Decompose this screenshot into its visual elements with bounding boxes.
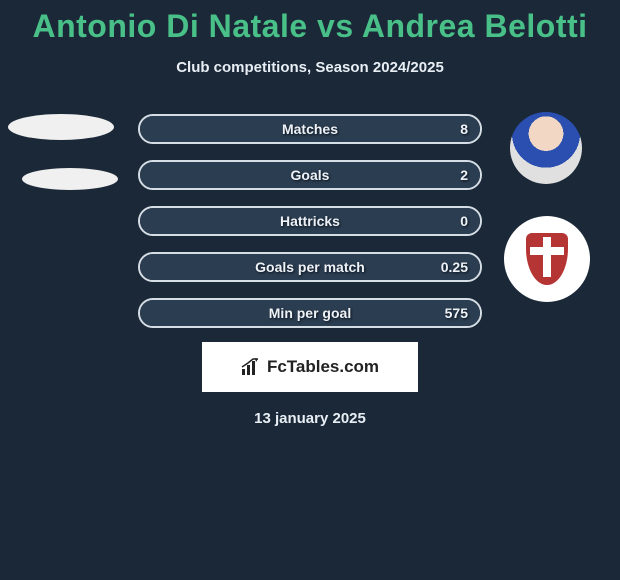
- brand-text: FcTables.com: [267, 357, 379, 377]
- bar-label: Min per goal: [140, 300, 480, 326]
- bar-value: 8: [460, 116, 468, 142]
- bar-value: 0.25: [441, 254, 468, 280]
- shield-icon: [526, 233, 568, 285]
- comparison-chart: Matches 8 Goals 2 Hattricks 0 Goals per …: [0, 106, 620, 336]
- bar-value: 0: [460, 208, 468, 234]
- bar-label: Goals per match: [140, 254, 480, 280]
- bar-min-per-goal: Min per goal 575: [138, 298, 482, 328]
- bar-value: 575: [445, 300, 468, 326]
- bar-matches: Matches 8: [138, 114, 482, 144]
- subtitle: Club competitions, Season 2024/2025: [0, 59, 620, 76]
- bar-goals-per-match: Goals per match 0.25: [138, 252, 482, 282]
- stat-bars: Matches 8 Goals 2 Hattricks 0 Goals per …: [138, 114, 482, 344]
- left-club-placeholder-icon: [22, 168, 118, 190]
- footer-date: 13 january 2025: [0, 410, 620, 427]
- bar-value: 2: [460, 162, 468, 188]
- right-club-badge-icon: [504, 216, 590, 302]
- bar-hattricks: Hattricks 0: [138, 206, 482, 236]
- left-player-slots: [8, 114, 128, 218]
- left-player-placeholder-icon: [8, 114, 114, 140]
- bar-label: Hattricks: [140, 208, 480, 234]
- bar-label: Matches: [140, 116, 480, 142]
- right-player-avatar-icon: [510, 112, 582, 184]
- page-title: Antonio Di Natale vs Andrea Belotti: [0, 0, 620, 45]
- bar-chart-icon: [241, 358, 261, 376]
- bar-label: Goals: [140, 162, 480, 188]
- bar-goals: Goals 2: [138, 160, 482, 190]
- brand-watermark: FcTables.com: [202, 342, 418, 392]
- right-player-slots: [496, 112, 596, 302]
